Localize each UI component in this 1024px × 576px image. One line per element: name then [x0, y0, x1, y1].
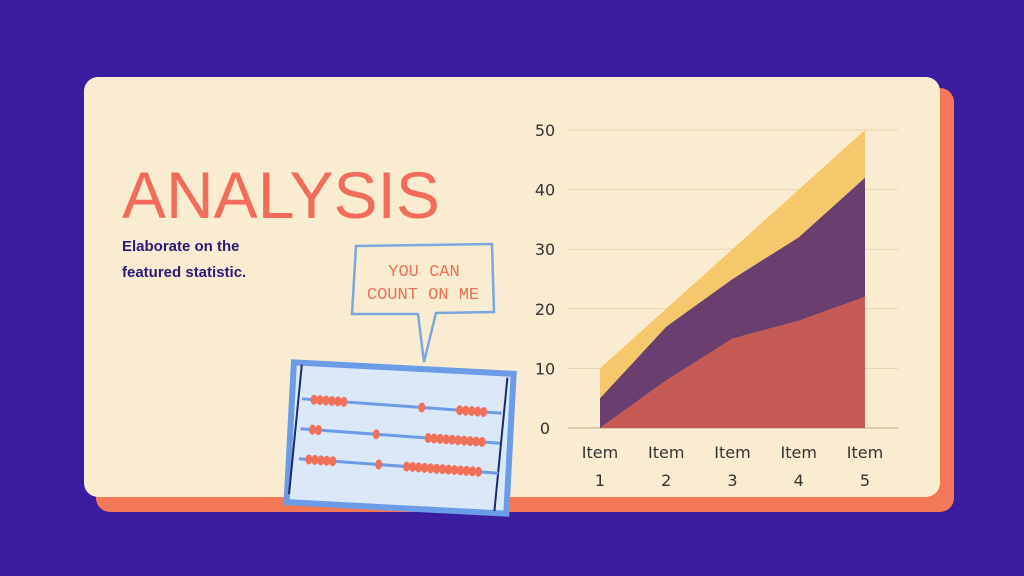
- bead: [403, 461, 411, 472]
- bead: [433, 463, 441, 474]
- bead: [409, 461, 417, 472]
- chart: 0 10 20 30 40 50: [535, 121, 898, 438]
- bead: [450, 465, 459, 476]
- y-tick-label: 10: [535, 359, 555, 378]
- bead: [436, 433, 444, 444]
- bead: [317, 455, 325, 466]
- bead: [439, 464, 447, 475]
- bead: [468, 466, 476, 477]
- bead: [334, 396, 342, 407]
- y-tick-label: 40: [535, 181, 555, 200]
- title: ANALYSIS: [122, 158, 440, 232]
- bead: [480, 406, 488, 417]
- bead: [310, 394, 318, 405]
- subtitle: Elaborate on the: [122, 238, 240, 255]
- bead: [421, 462, 429, 473]
- x-tick-label: Item 5: [846, 443, 884, 490]
- x-tick-label: Item 4: [780, 443, 817, 490]
- x-tick-label: Item 3: [714, 443, 751, 490]
- bead: [323, 455, 331, 466]
- abacus: [283, 359, 517, 517]
- y-tick-label: 30: [535, 240, 555, 259]
- bead: [456, 465, 464, 476]
- abacus-frame: [283, 359, 517, 517]
- bead: [372, 429, 380, 440]
- bead: [468, 406, 476, 417]
- bead: [305, 454, 313, 465]
- bead: [328, 395, 336, 406]
- bead: [454, 435, 462, 446]
- bead: [418, 402, 426, 413]
- bead: [329, 456, 337, 467]
- y-tick-label: 0: [540, 419, 550, 438]
- bead: [424, 433, 432, 444]
- bead: [460, 435, 468, 446]
- bead: [375, 459, 383, 470]
- bead: [308, 424, 316, 435]
- area: [600, 177, 865, 428]
- bead: [427, 463, 435, 474]
- x-tick-label: Item 1: [581, 443, 619, 490]
- bead: [472, 436, 480, 447]
- bead: [474, 466, 482, 477]
- bead: [456, 405, 464, 416]
- bead: [314, 425, 322, 436]
- bead: [462, 465, 470, 476]
- abacus-beads: [305, 394, 488, 477]
- bead: [442, 434, 450, 445]
- bead: [474, 406, 482, 417]
- bubble-text: COUNT ON ME: [367, 286, 479, 305]
- area: [600, 296, 865, 428]
- speech-bubble: YOU CAN COUNT ON ME: [350, 242, 496, 363]
- abacus-side: [493, 377, 509, 512]
- bead: [462, 405, 470, 416]
- bead: [445, 464, 453, 475]
- bead: [311, 454, 319, 465]
- bead: [415, 462, 423, 473]
- bead: [478, 436, 486, 447]
- y-tick-label: 50: [535, 121, 555, 140]
- bead: [448, 434, 456, 445]
- bubble-outline: [350, 242, 496, 363]
- bead: [316, 395, 324, 406]
- bead: [322, 395, 330, 406]
- bead: [466, 436, 474, 447]
- bead: [430, 433, 438, 444]
- abacus-side: [288, 364, 303, 495]
- y-tick-label: 20: [535, 300, 555, 319]
- bead: [340, 396, 348, 407]
- x-tick-label: Item 2: [648, 443, 685, 490]
- area: [600, 130, 865, 399]
- subtitle: featured statistic.: [122, 264, 246, 281]
- bubble-text: YOU CAN: [388, 263, 459, 282]
